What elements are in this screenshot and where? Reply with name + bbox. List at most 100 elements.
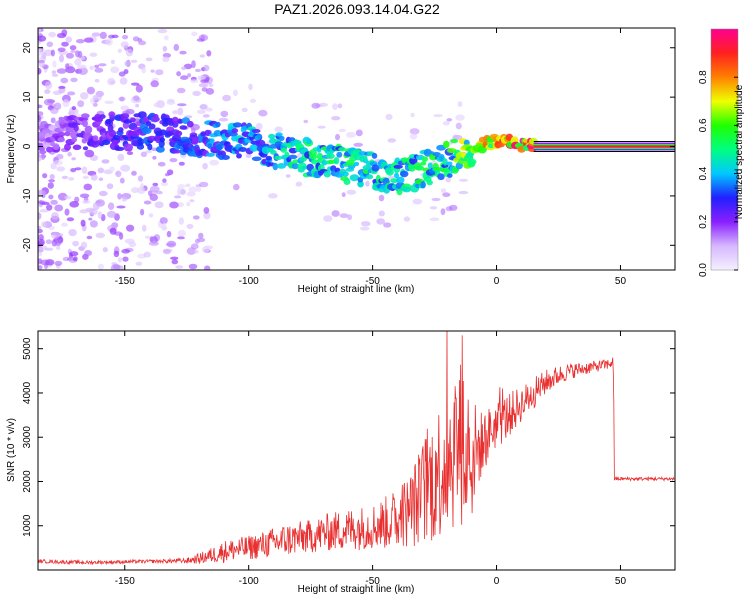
spectrogram-noise-blob (152, 155, 157, 160)
spectrogram-noise-blob (171, 259, 179, 265)
spectrogram-noise-blob (197, 75, 206, 81)
spectrogram-noise-blob (126, 224, 135, 232)
y-tick-label: 10 (22, 91, 33, 103)
spectrogram-noise-blob (203, 64, 210, 72)
x-tick-label: -100 (239, 276, 259, 287)
snr-x-label: Height of straight line (km) (298, 584, 415, 595)
spectrogram-noise-blob (98, 63, 107, 67)
spectrogram-noise-blob (135, 103, 140, 108)
spectrogram-noise-blob (46, 204, 53, 211)
spectrogram-noise-blob (162, 56, 170, 63)
spectrogram-noise-blob (186, 191, 196, 197)
snr-frame (37, 330, 676, 571)
spectrogram-noise-blob (80, 92, 89, 100)
spectrogram-ridge-blob (280, 147, 287, 153)
spectrogram-ridge-blob (371, 152, 378, 159)
spectrogram-noise-blob (150, 69, 155, 73)
spectrogram-noise-blob (385, 113, 393, 121)
spectrogram-noise-blob (355, 129, 363, 137)
spectrogram-noise-blob (38, 228, 43, 234)
spectrogram-ridge-blob (251, 129, 261, 133)
spectrogram-ridge-blob (111, 139, 119, 145)
spectrogram-noise-blob (172, 109, 182, 115)
spectrogram-ridge-blob (251, 156, 262, 162)
spectrogram-noise-blob (70, 77, 78, 83)
spectrogram-noise-blob (122, 110, 131, 115)
spectrogram-noise-blob (90, 97, 95, 104)
spectrogram-noise-blob (353, 142, 364, 147)
spectrogram-noise-blob (65, 36, 73, 43)
spectrogram-noise-blob (332, 103, 338, 110)
spectrogram-y-axis: -20 -10 0 10 20 (22, 42, 675, 253)
spectrogram-noise-blob (180, 75, 189, 80)
snr-x-axis: -150 -100 -50 0 50 (115, 331, 626, 587)
spectrogram-noise-blob (58, 85, 66, 89)
spectrogram-noise-blob (130, 59, 138, 63)
spectrogram-noise-blob (56, 166, 66, 172)
spectrogram-ridge-blob (256, 133, 262, 140)
spectrogram-ridge-blob (172, 149, 182, 154)
spectrogram-noise-blob (202, 162, 208, 170)
spectrogram-noise-blob (69, 45, 77, 51)
spectrogram-ridge-blob (99, 114, 106, 119)
spectrogram-noise-blob (104, 100, 114, 105)
spectrogram-noise-blob (196, 109, 206, 115)
spectrogram-ridge-blob (437, 173, 445, 181)
spectrogram-noise-blob (121, 196, 127, 202)
spectrogram-ridge-blob (108, 111, 116, 118)
spectrogram-ridge-blob (420, 181, 426, 189)
spectrogram-noise-blob (81, 200, 91, 204)
spectrogram-noise-blob (429, 206, 438, 210)
spectrogram-noise-blob (109, 227, 117, 235)
spectrogram-noise-blob (56, 68, 67, 74)
spectrogram-noise-blob (220, 110, 229, 118)
spectrogram-ridge-blob (276, 163, 287, 169)
spectrogram-noise-blob (140, 183, 144, 191)
spectrogram-noise-blob (181, 66, 187, 71)
spectrogram-noise-blob (337, 103, 343, 109)
spectrogram-noise-blob (196, 38, 204, 42)
x-tick-label: 50 (615, 276, 627, 287)
spectrogram-noise-blob (442, 192, 451, 197)
spectrogram-noise-blob (360, 221, 371, 227)
spectrogram-noise-blob (38, 251, 43, 257)
spectrogram-noise-blob (38, 154, 42, 162)
spectrogram-ridge-blob (265, 155, 273, 161)
spectrogram-ridge-blob (82, 146, 89, 151)
spectrogram-noise-blob (39, 209, 49, 213)
spectrogram-noise-blob (95, 200, 102, 204)
spectrogram-noise-blob (77, 100, 85, 108)
spectrogram-ridge-blob (56, 132, 66, 137)
spectrogram-ridge-blob (442, 158, 448, 166)
spectrogram-ridge-blob (155, 146, 165, 153)
spectrogram-ridge-blob (268, 133, 276, 139)
spectrogram-noise-blob (67, 152, 72, 157)
spectrogram-noise-blob (162, 249, 171, 255)
spectrogram-noise-blob (97, 211, 103, 219)
x-tick-label: 0 (494, 576, 500, 587)
spectrogram-carrier-core (533, 145, 675, 148)
spectrogram-noise-blob (61, 222, 68, 227)
spectrogram-noise-blob (122, 34, 129, 40)
spectrogram-noise-blob (117, 48, 122, 53)
spectrogram-noise-blob (383, 222, 392, 228)
spectrogram-noise-blob (245, 153, 252, 159)
spectrogram-noise-blob (179, 50, 187, 55)
spectrogram-ridge-blob (131, 130, 140, 138)
spectrogram-noise-blob (346, 189, 357, 195)
spectrogram-noise-blob (175, 265, 184, 269)
spectrogram-ridge-blob (57, 137, 65, 143)
spectrogram-ridge-blob (415, 165, 424, 171)
spectrogram-ridge-blob (272, 162, 279, 171)
spectrogram-noise-blob (188, 263, 198, 270)
spectrogram-noise-blob (40, 259, 50, 266)
y-tick-label: 20 (22, 42, 33, 54)
spectrogram-noise-blob (169, 201, 179, 209)
spectrogram-noise-blob (86, 86, 95, 95)
x-tick-label: -50 (365, 576, 380, 587)
spectrogram-ridge-blob (421, 156, 428, 162)
spectrogram-noise-blob (338, 128, 346, 133)
y-tick-label: 0 (22, 143, 33, 149)
spectrogram-noise-blob (61, 41, 69, 47)
spectrogram-ridge-blob (64, 143, 71, 151)
